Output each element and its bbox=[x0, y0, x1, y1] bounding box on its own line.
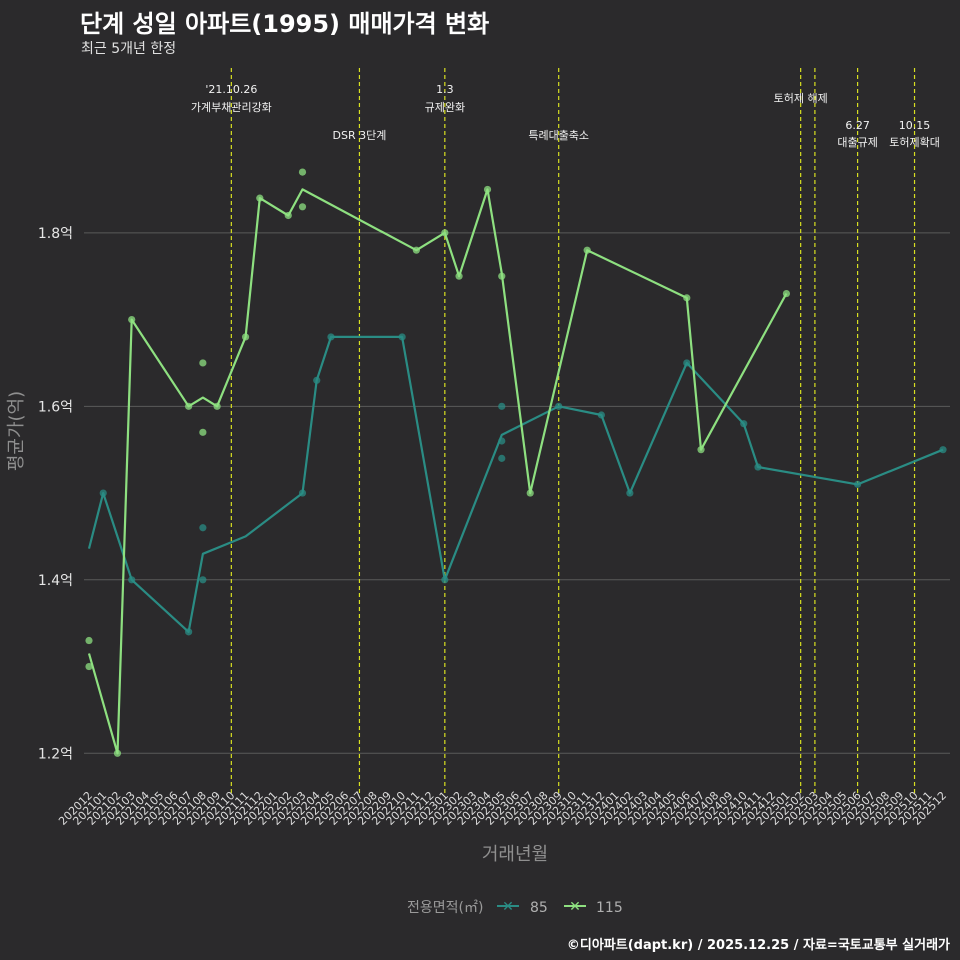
data-point-115 bbox=[85, 662, 93, 671]
data-point-115 bbox=[526, 489, 534, 497]
data-point-85 bbox=[939, 446, 947, 454]
data-point-85 bbox=[199, 524, 207, 532]
legend-title: 전용면적(㎡) bbox=[407, 900, 483, 916]
data-point-85 bbox=[498, 437, 506, 445]
data-point-115 bbox=[412, 246, 420, 254]
event-label: 토허제확대 bbox=[889, 136, 940, 149]
data-point-115 bbox=[85, 636, 93, 645]
legend-swatch-85-cross: ✕ bbox=[502, 899, 514, 915]
data-point-115 bbox=[583, 246, 591, 254]
y-tick-label: 1.2억 bbox=[38, 746, 73, 762]
grid-layer bbox=[84, 232, 950, 754]
data-point-115 bbox=[113, 749, 122, 757]
data-point-85 bbox=[398, 333, 406, 341]
y-tick-label: 1.4억 bbox=[38, 573, 73, 589]
y-axis-title: 평균가(억) bbox=[6, 391, 27, 471]
axis-layer: 1.2억1.4억1.6억1.8억202012202101202102202103… bbox=[38, 226, 949, 828]
data-point-115 bbox=[241, 333, 250, 341]
data-point-85 bbox=[498, 402, 506, 410]
event-label: 토허제 해제 bbox=[774, 91, 828, 105]
data-point-115 bbox=[298, 203, 307, 211]
data-point-115 bbox=[298, 168, 307, 176]
event-label: 10.15 bbox=[899, 119, 931, 132]
data-point-115 bbox=[185, 402, 193, 410]
data-point-85 bbox=[313, 376, 321, 384]
data-point-115 bbox=[213, 402, 221, 410]
legend: 전용면적(㎡) ✕ 85 ✕ 115 bbox=[407, 899, 623, 916]
data-point-85 bbox=[99, 489, 107, 497]
data-point-85 bbox=[199, 576, 207, 584]
legend-label-115: 115 bbox=[596, 900, 623, 916]
data-point-115 bbox=[441, 229, 449, 237]
event-label: '21.10.26 bbox=[205, 83, 257, 96]
data-point-85 bbox=[683, 359, 691, 367]
y-tick-label: 1.6억 bbox=[38, 399, 73, 415]
event-label: 1.3 bbox=[436, 83, 454, 96]
data-point-85 bbox=[327, 333, 335, 341]
data-point-85 bbox=[754, 463, 762, 471]
data-point-85 bbox=[597, 411, 606, 419]
data-point-115 bbox=[284, 211, 292, 220]
legend-item-115: ✕ 115 bbox=[564, 899, 623, 916]
data-point-115 bbox=[199, 428, 207, 436]
data-point-115 bbox=[697, 446, 705, 454]
data-point-115 bbox=[256, 194, 264, 202]
legend-item-85: ✕ 85 bbox=[497, 899, 548, 916]
data-point-115 bbox=[782, 289, 791, 298]
y-tick-label: 1.8억 bbox=[38, 226, 73, 242]
data-point-115 bbox=[498, 272, 506, 280]
series-layer bbox=[85, 168, 947, 757]
event-label: 6.27 bbox=[845, 119, 870, 132]
data-point-115 bbox=[483, 185, 492, 194]
x-axis-title: 거래년월 bbox=[482, 844, 548, 865]
data-point-115 bbox=[455, 272, 463, 280]
data-point-115 bbox=[683, 294, 691, 302]
data-point-85 bbox=[626, 489, 634, 497]
data-point-115 bbox=[128, 315, 136, 324]
event-label: 가계부채관리강화 bbox=[191, 101, 272, 114]
data-point-85 bbox=[854, 480, 862, 488]
data-point-85 bbox=[128, 576, 136, 584]
series-line-85 bbox=[87, 335, 944, 634]
source-caption: ©디아파트(dapt.kr) / 2025.12.25 / 자료=국토교통부 실… bbox=[566, 938, 950, 953]
legend-swatch-115-cross: ✕ bbox=[569, 899, 581, 915]
chart-subtitle: 최근 5개년 한정 bbox=[81, 41, 177, 57]
data-point-85 bbox=[185, 628, 193, 636]
data-point-85 bbox=[298, 489, 307, 497]
event-label: 대출규제 bbox=[837, 136, 877, 149]
data-point-85 bbox=[498, 454, 506, 462]
event-label: 특례대출축소 bbox=[528, 129, 589, 142]
series-line-115 bbox=[87, 188, 788, 755]
data-point-115 bbox=[199, 359, 207, 367]
data-point-85 bbox=[740, 420, 748, 428]
legend-label-85: 85 bbox=[530, 900, 548, 916]
event-label: 규제완화 bbox=[425, 101, 465, 114]
data-point-85 bbox=[441, 576, 449, 584]
data-point-85 bbox=[555, 402, 563, 410]
chart-title: 단계 성일 아파트(1995) 매매가격 변화 bbox=[80, 10, 490, 38]
event-label: DSR 3단계 bbox=[333, 129, 387, 142]
